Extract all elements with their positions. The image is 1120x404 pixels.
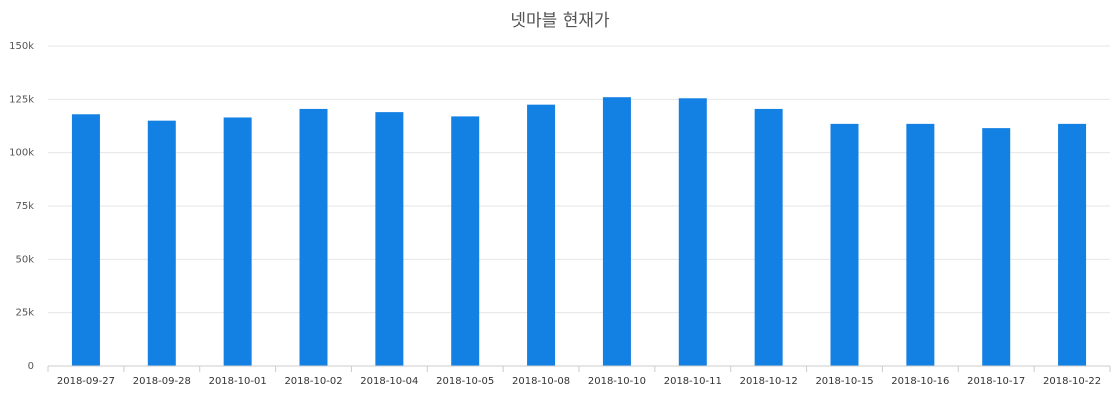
x-tick-label: 2018-10-16 — [891, 376, 949, 387]
bar — [375, 112, 404, 366]
bar — [1058, 123, 1087, 366]
x-tick-label: 2018-10-11 — [664, 376, 722, 387]
x-tick-label: 2018-10-17 — [967, 376, 1025, 387]
x-tick-label: 2018-10-04 — [360, 376, 418, 387]
x-tick-label: 2018-10-08 — [512, 376, 570, 387]
y-tick-label: 75k — [15, 201, 34, 212]
bar — [906, 123, 935, 366]
bar — [451, 116, 480, 367]
x-tick-label: 2018-10-12 — [740, 376, 798, 387]
bar — [223, 117, 252, 366]
bar — [830, 123, 859, 366]
x-tick-label: 2018-10-01 — [209, 376, 267, 387]
bar — [982, 128, 1011, 366]
bar — [71, 114, 100, 367]
bar — [527, 104, 556, 367]
y-tick-label: 50k — [15, 254, 34, 265]
y-tick-label: 100k — [9, 148, 34, 159]
x-tick-label: 2018-10-15 — [815, 376, 873, 387]
x-tick-label: 2018-10-02 — [284, 376, 342, 387]
x-axis: 2018-09-27 2018-09-28 2018-10-01 2018-10-02… — [47, 365, 1111, 387]
y-tick-label: 150k — [9, 41, 34, 52]
x-tick-label: 2018-09-28 — [133, 376, 191, 387]
bar — [678, 98, 707, 367]
y-tick-label: 125k — [9, 94, 34, 105]
bar — [147, 120, 176, 367]
x-tick-label: 2018-10-22 — [1043, 376, 1101, 387]
bar — [754, 108, 783, 366]
y-tick-label: 25k — [15, 308, 34, 319]
grid-lines — [48, 45, 1110, 314]
bar — [602, 97, 631, 366]
x-tick-label: 2018-10-10 — [588, 376, 646, 387]
x-tick-label: 2018-10-05 — [436, 376, 494, 387]
y-axis: 0 25k 50k 75k 100k 125k 150k — [9, 41, 34, 372]
bars — [71, 97, 1087, 367]
bar — [299, 108, 328, 366]
y-tick-label: 0 — [28, 361, 34, 372]
x-tick-label: 2018-09-27 — [57, 376, 115, 387]
chart-title: 넷마블 현재가 — [510, 11, 610, 31]
